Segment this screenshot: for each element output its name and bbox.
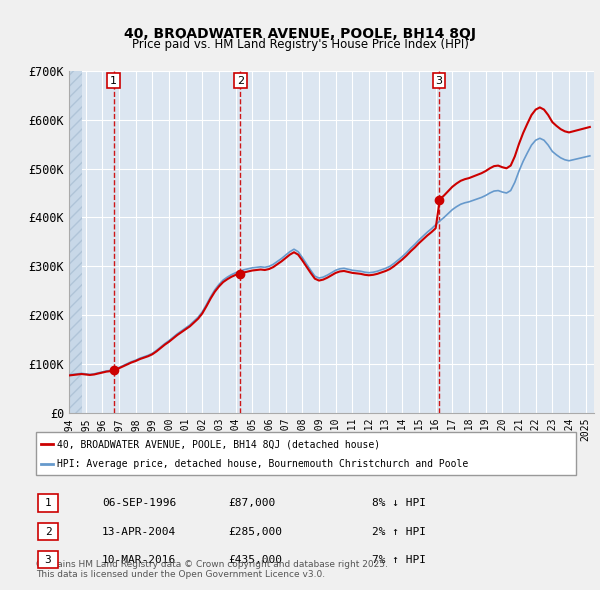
Text: 10-MAR-2016: 10-MAR-2016	[102, 555, 176, 565]
Text: 2: 2	[237, 76, 244, 86]
Text: HPI: Average price, detached house, Bournemouth Christchurch and Poole: HPI: Average price, detached house, Bour…	[57, 460, 468, 469]
Text: 13-APR-2004: 13-APR-2004	[102, 527, 176, 536]
Bar	[69, 71, 82, 413]
Text: 7% ↑ HPI: 7% ↑ HPI	[372, 555, 426, 565]
Text: 40, BROADWATER AVENUE, POOLE, BH14 8QJ: 40, BROADWATER AVENUE, POOLE, BH14 8QJ	[124, 27, 476, 41]
Text: £435,000: £435,000	[228, 555, 282, 565]
Text: 2% ↑ HPI: 2% ↑ HPI	[372, 527, 426, 536]
Text: 3: 3	[44, 555, 52, 565]
Text: 3: 3	[436, 76, 442, 86]
Text: Price paid vs. HM Land Registry's House Price Index (HPI): Price paid vs. HM Land Registry's House …	[131, 38, 469, 51]
Text: 8% ↓ HPI: 8% ↓ HPI	[372, 499, 426, 508]
Text: £87,000: £87,000	[228, 499, 275, 508]
Text: 40, BROADWATER AVENUE, POOLE, BH14 8QJ (detached house): 40, BROADWATER AVENUE, POOLE, BH14 8QJ (…	[57, 440, 380, 450]
Text: 2: 2	[44, 527, 52, 536]
Text: £285,000: £285,000	[228, 527, 282, 536]
Text: 1: 1	[110, 76, 117, 86]
Text: 1: 1	[44, 499, 52, 508]
Text: Contains HM Land Registry data © Crown copyright and database right 2025.
This d: Contains HM Land Registry data © Crown c…	[36, 560, 388, 579]
Text: 06-SEP-1996: 06-SEP-1996	[102, 499, 176, 508]
